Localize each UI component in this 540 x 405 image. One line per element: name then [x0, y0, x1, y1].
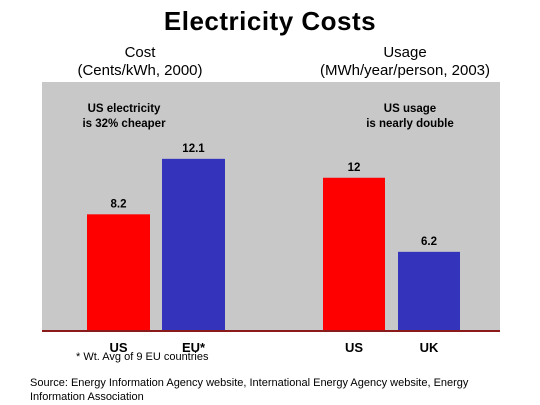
usage-annotation-line: US usage — [384, 103, 436, 115]
cost-value-label: 8.2 — [111, 198, 127, 210]
usage-header-line1: Usage — [383, 44, 427, 61]
usage-bar-us — [323, 177, 385, 331]
usage-value-label: 12 — [348, 162, 361, 174]
cost-header: Cost (Cents/kWh, 2000) — [30, 44, 250, 80]
cost-category-label: US — [109, 340, 127, 355]
source-note: Source: Energy Information Agency websit… — [30, 377, 469, 403]
footnote: * Wt. Avg of 9 EU countries — [76, 351, 209, 363]
usage-category-label: US — [345, 340, 363, 355]
cost-category-label: EU* — [182, 340, 206, 355]
usage-category-label: UK — [420, 340, 439, 355]
usage-annotation-line: is nearly double — [366, 118, 454, 130]
usage-value-label: 6.2 — [421, 236, 437, 248]
cost-bar-us — [87, 214, 150, 331]
chart-title: Electricity Costs — [163, 6, 377, 36]
cost-header-line2: (Cents/kWh, 2000) — [77, 62, 203, 79]
cost-value-label: 12.1 — [182, 143, 205, 155]
cost-bar-eu — [162, 158, 225, 331]
cost-annotation-line: US electricity — [88, 103, 161, 115]
usage-bar-uk — [398, 251, 460, 331]
cost-annotation-line: is 32% cheaper — [82, 118, 166, 130]
usage-header: Usage (MWh/year/person, 2003) — [290, 44, 520, 80]
cost-header-line1: Cost — [124, 44, 156, 61]
usage-header-line2: (MWh/year/person, 2003) — [319, 62, 491, 79]
